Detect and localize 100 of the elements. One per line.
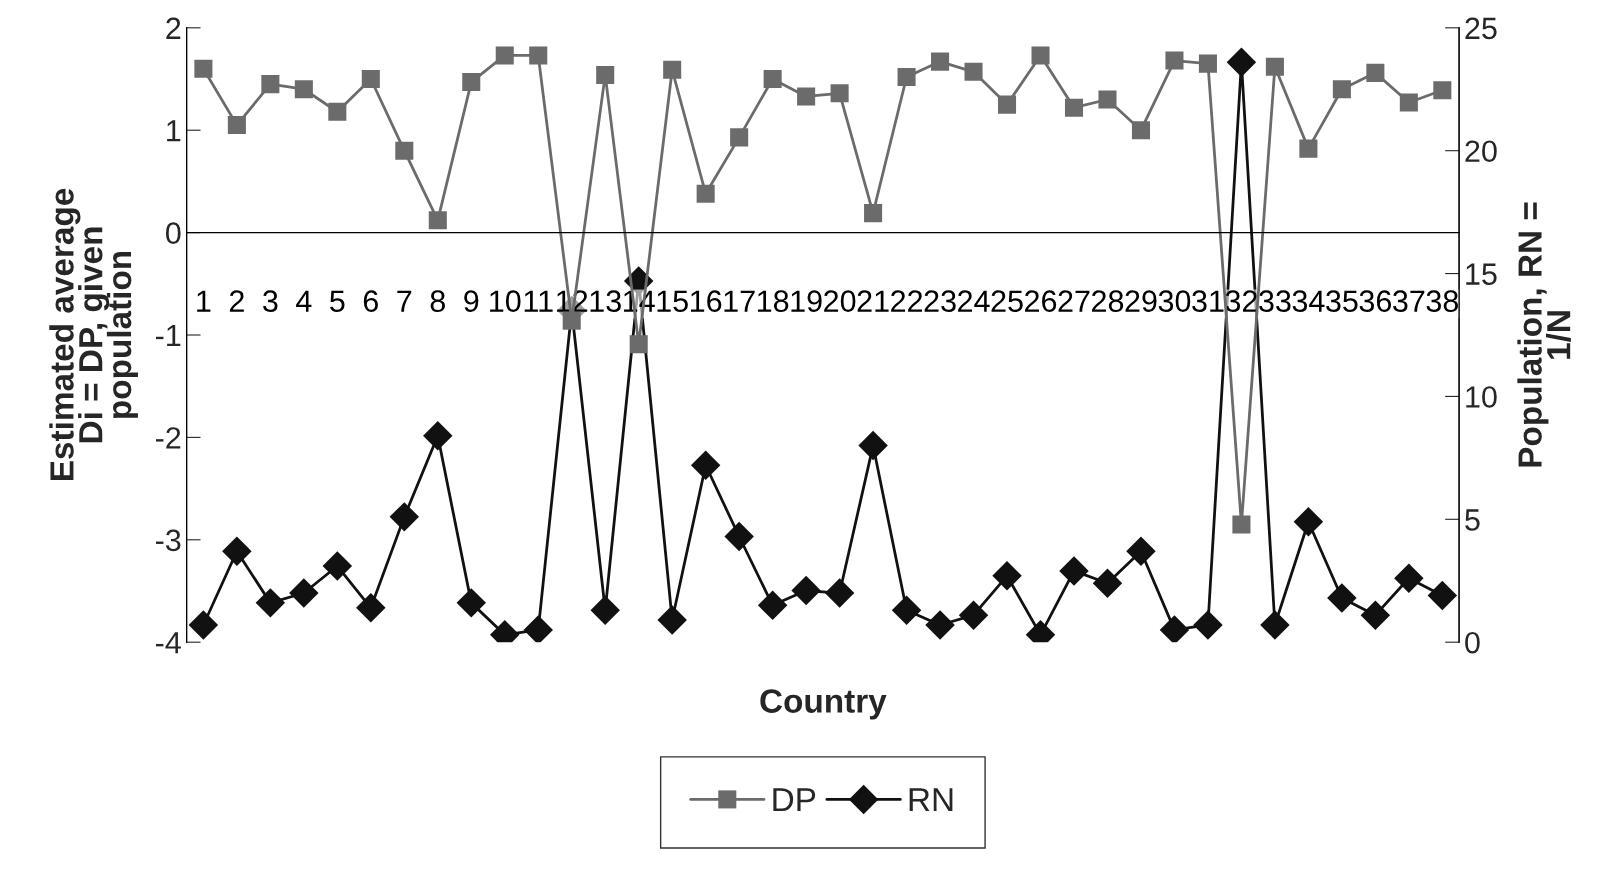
point: [1193, 610, 1223, 640]
x-tick-label: 13: [590, 290, 621, 312]
x-tick-label: 34: [1292, 290, 1325, 312]
x-tick-label: 4: [296, 290, 312, 312]
point: [858, 430, 888, 461]
point: [1265, 57, 1284, 76]
y-tick-label: 1: [167, 120, 181, 142]
point: [1299, 139, 1318, 158]
point: [596, 65, 615, 84]
point: [897, 67, 916, 86]
x-tick-label: 21: [857, 290, 889, 312]
x-tick-label: 23: [924, 290, 956, 312]
point: [891, 595, 922, 625]
point: [1159, 615, 1190, 643]
point: [361, 69, 380, 89]
point: [797, 87, 816, 106]
point: [328, 102, 347, 121]
point: [1327, 583, 1357, 613]
point: [824, 578, 855, 608]
y-tick-label: -1: [155, 325, 181, 347]
point: [261, 75, 280, 94]
point: [289, 578, 319, 608]
point: [1059, 556, 1089, 586]
x-tick-label: 24: [958, 290, 990, 312]
point: [529, 46, 548, 65]
point: [657, 605, 687, 635]
point: [1260, 610, 1290, 640]
x-tick-label: 17: [724, 290, 755, 312]
point: [255, 588, 286, 618]
y-tick-label: -4: [155, 632, 181, 654]
point: [1427, 580, 1458, 611]
point: [1165, 51, 1184, 70]
x-tick-label: 31: [1192, 290, 1224, 312]
point: [1098, 90, 1117, 109]
point: [1031, 46, 1050, 65]
point: [423, 421, 453, 451]
x-tick-label: 26: [1025, 290, 1057, 312]
x-tick-label: 38: [1426, 290, 1458, 312]
point: [395, 141, 414, 160]
x-tick-label: 8: [430, 290, 445, 312]
point: [925, 610, 955, 640]
y-tick-label: 2: [166, 17, 181, 39]
x-tick-label: 10: [490, 290, 521, 312]
x-tick-label: 11: [524, 290, 553, 312]
x-axis-title: Country: [760, 689, 887, 720]
point: [590, 595, 620, 625]
point: [1092, 568, 1123, 598]
point: [1126, 536, 1156, 566]
y2-tick-label: 15: [1466, 263, 1497, 285]
x-tick-label: 32: [1225, 290, 1257, 312]
point: [1394, 563, 1424, 594]
x-tick-label: 18: [757, 290, 789, 312]
legend-label: DP: [773, 788, 816, 812]
point: [791, 575, 821, 606]
point: [428, 211, 447, 230]
point: [1332, 80, 1351, 99]
y2-tick-label: 0: [1465, 631, 1480, 654]
point: [830, 84, 849, 103]
x-tick-label: 25: [991, 290, 1023, 312]
x-tick-label: 22: [891, 290, 923, 312]
point: [1399, 93, 1418, 112]
y2-tick-label: 5: [1465, 509, 1480, 531]
point: [356, 593, 386, 623]
y2-tick-label: 20: [1465, 140, 1497, 163]
point: [724, 521, 754, 552]
x-tick-label: 19: [791, 290, 822, 312]
point: [462, 73, 481, 92]
x-tick-label: 30: [1158, 290, 1191, 312]
point: [864, 204, 883, 223]
x-tick-label: 29: [1125, 290, 1157, 312]
point: [663, 60, 682, 79]
y2-axis-title: Population, RN = 1/N: [1517, 202, 1571, 467]
x-tick-label: 7: [397, 290, 412, 312]
point: [1433, 81, 1452, 100]
point: [1366, 63, 1385, 82]
x-tick-label: 20: [824, 290, 856, 312]
x-tick-label: 35: [1326, 290, 1358, 312]
point: [194, 59, 213, 78]
x-tick-label: 5: [330, 290, 345, 312]
point: [188, 610, 219, 640]
point: [227, 116, 246, 135]
point: [964, 62, 983, 81]
point: [1131, 121, 1150, 140]
point: [958, 600, 989, 630]
point: [389, 502, 420, 532]
legend-label: RN: [909, 788, 953, 812]
point: [757, 590, 788, 621]
y-tick-label: 0: [165, 222, 181, 244]
point: [294, 80, 313, 99]
point: [495, 46, 514, 65]
y-axis-title: Estimated average Di = DP, given population: [49, 188, 138, 481]
point: [763, 69, 782, 89]
point: [322, 551, 353, 581]
point: [1360, 600, 1391, 630]
point: [998, 95, 1017, 114]
x-tick-label: 9: [464, 290, 479, 312]
y-tick-label: -3: [155, 529, 181, 552]
x-tick-label: 3: [263, 290, 278, 312]
point: [456, 588, 486, 618]
x-tick-label: 27: [1058, 290, 1090, 312]
